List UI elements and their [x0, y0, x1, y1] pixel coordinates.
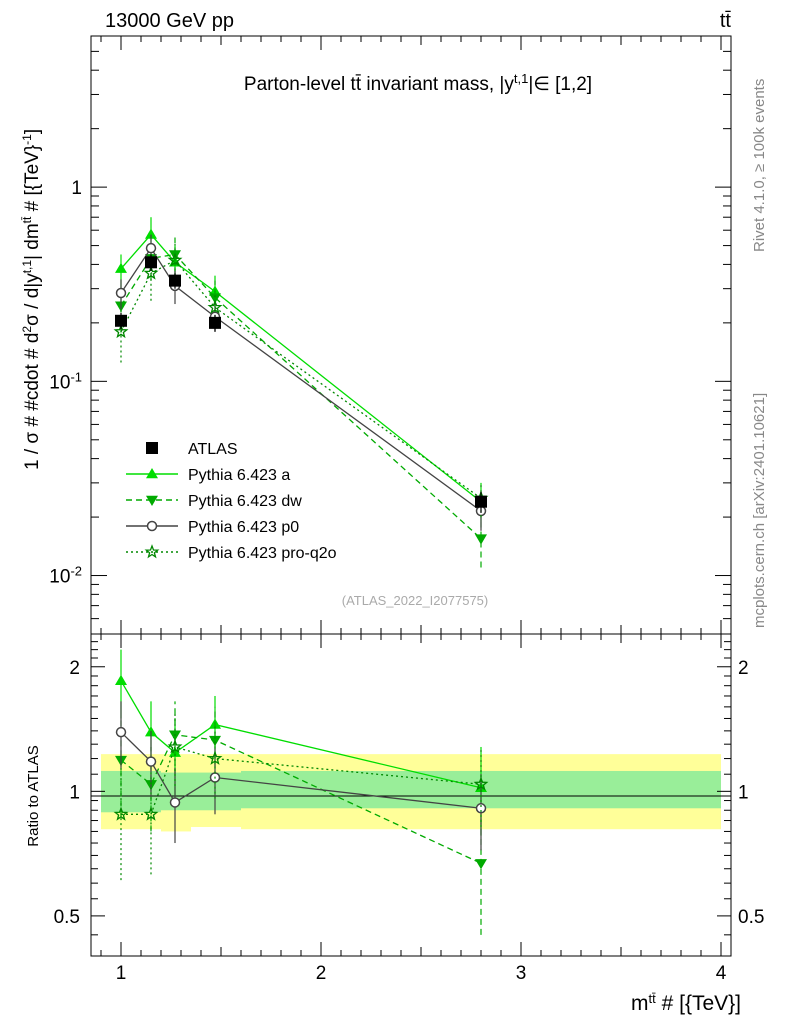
ratio-point	[207, 750, 223, 765]
legend-marker	[144, 544, 160, 559]
main-series-atlas	[115, 254, 487, 513]
mcplots-reference-label: mcplots.cern.ch [arXiv:2401.10621]	[751, 393, 768, 628]
main-y-tick-label: 10-1	[49, 369, 82, 394]
x-tick-label: 2	[316, 963, 327, 984]
ratio-series-pythia-6-423-pro-q2o	[113, 712, 489, 881]
ratio-uncertainty-bands	[101, 754, 721, 832]
header-energy-label: 13000 GeV pp	[105, 10, 234, 32]
ratio-point	[113, 806, 129, 821]
main-panel: 10-2 10-1 1 Parton-level tt̄ invariant mas…	[20, 35, 732, 635]
main-point	[209, 316, 221, 329]
x-tick-labels: 1 2 3 4	[116, 963, 727, 984]
legend-label: Pythia 6.423 a	[188, 467, 290, 484]
main-point	[115, 287, 127, 299]
main-series-group	[113, 217, 489, 568]
legend-label: Pythia 6.423 pro-q2o	[188, 545, 337, 562]
main-y-tick-labels: 10-2 10-1 1	[49, 178, 82, 587]
ratio-y-tick-label-right: 1	[738, 782, 749, 803]
main-point	[113, 323, 129, 339]
analysis-watermark: (ATLAS_2022_I2077575)	[342, 593, 488, 608]
x-axis-label: mtt̄ # [{TeV}]	[631, 991, 741, 1016]
legend-entry-pythia-6-423-dw: Pythia 6.423 dw	[126, 493, 302, 510]
main-point	[143, 265, 159, 280]
main-point	[145, 256, 157, 269]
main-point	[115, 314, 127, 327]
y-axis-label: 1 / σ # #cdot # d2σ / d|yt,1| dmtt̄ # [{…	[20, 129, 43, 470]
main-point	[207, 299, 223, 314]
main-point	[115, 262, 127, 273]
ratio-point	[475, 859, 487, 870]
legend-marker	[146, 520, 158, 532]
legend-marker	[146, 468, 158, 479]
x-tick-label: 1	[116, 963, 127, 984]
ratio-point	[145, 756, 157, 767]
main-point	[475, 495, 487, 508]
legend-entry-atlas: ATLAS	[146, 441, 238, 458]
ratio-panel: 0.5 0.5 1 1 2 2 1 2 3 4 Ratio to ATLAS mtt̄ # [{…	[25, 633, 765, 1016]
chart-title: Parton-level tt̄ invariant mass, |yt,1|∈…	[244, 71, 592, 96]
ratio-point	[143, 806, 159, 821]
ratio-point	[115, 726, 127, 738]
legend-marker	[146, 495, 158, 506]
legend-marker	[146, 442, 158, 454]
main-point	[145, 242, 157, 254]
legend-label: ATLAS	[188, 441, 238, 458]
main-panel-ticks	[91, 35, 731, 635]
header-process-label: tt̄	[720, 10, 732, 32]
main-point	[209, 293, 221, 304]
ratio-point	[167, 739, 183, 754]
ratio-point	[209, 735, 221, 747]
ratio-point	[475, 803, 487, 814]
ratio-y-tick-label-left: 0.5	[54, 907, 80, 928]
ratio-panel-frame	[90, 633, 732, 957]
legend-entry-pythia-6-423-p0: Pythia 6.423 p0	[126, 519, 299, 536]
main-panel-frame	[90, 35, 732, 635]
ratio-point	[169, 797, 181, 808]
ratio-y-tick-label-left: 2	[69, 658, 80, 679]
ratio-band-inner	[101, 770, 137, 813]
ratio-point	[473, 776, 489, 791]
ratio-band-inner	[137, 770, 161, 813]
legend-entry-pythia-6-423-a: Pythia 6.423 a	[126, 467, 290, 484]
main-point	[475, 534, 487, 545]
ratio-y-axis-label: Ratio to ATLAS	[25, 745, 42, 846]
ratio-point	[115, 674, 127, 685]
ratio-panel-ticks	[91, 633, 731, 957]
ratio-y-tick-label-right: 2	[738, 658, 749, 679]
legend: ATLAS Pythia 6.423 a Pythia 6.423 dw Pythia…	[126, 441, 337, 562]
main-point	[145, 228, 157, 239]
main-point	[169, 274, 181, 287]
rivet-version-label: Rivet 4.1.0, ≥ 100k events	[751, 79, 768, 252]
legend-label: Pythia 6.423 p0	[188, 519, 299, 536]
ratio-y-tick-label-right: 0.5	[738, 907, 764, 928]
legend-entry-pythia-6-423-pro-q2o: Pythia 6.423 pro-q2o	[126, 544, 337, 562]
main-y-tick-label: 1	[71, 178, 82, 199]
ratio-y-tick-label-left: 1	[69, 782, 80, 803]
ratio-series-group	[113, 649, 489, 935]
main-point	[167, 252, 183, 267]
main-y-tick-label: 10-2	[49, 563, 82, 588]
ratio-series-line	[121, 746, 482, 815]
x-tick-label: 3	[516, 963, 527, 984]
legend-label: Pythia 6.423 dw	[188, 493, 302, 510]
x-tick-label: 4	[716, 963, 727, 984]
ratio-y-tick-labels: 0.5 0.5 1 1 2 2	[54, 658, 765, 928]
